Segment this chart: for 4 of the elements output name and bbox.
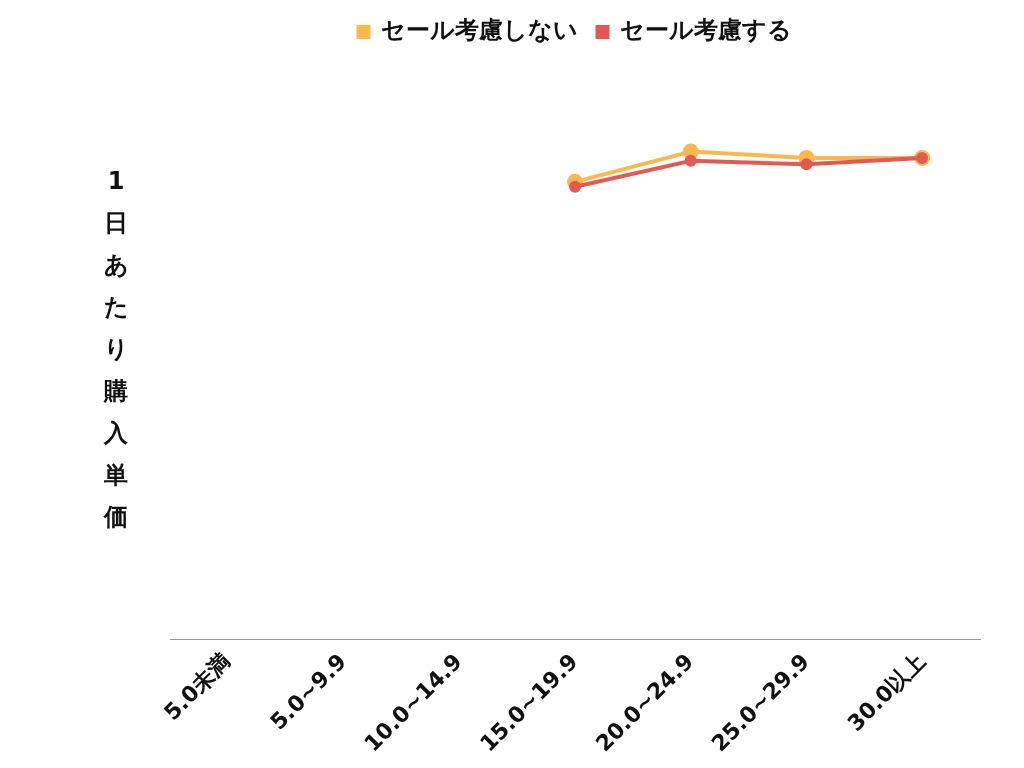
text: 1日あたり購入単価: [103, 167, 129, 531]
legend-label: セール考慮する: [619, 16, 792, 45]
x-tick-label: 5.0未満: [159, 648, 236, 726]
legend-label: セール考慮しない: [380, 16, 578, 45]
